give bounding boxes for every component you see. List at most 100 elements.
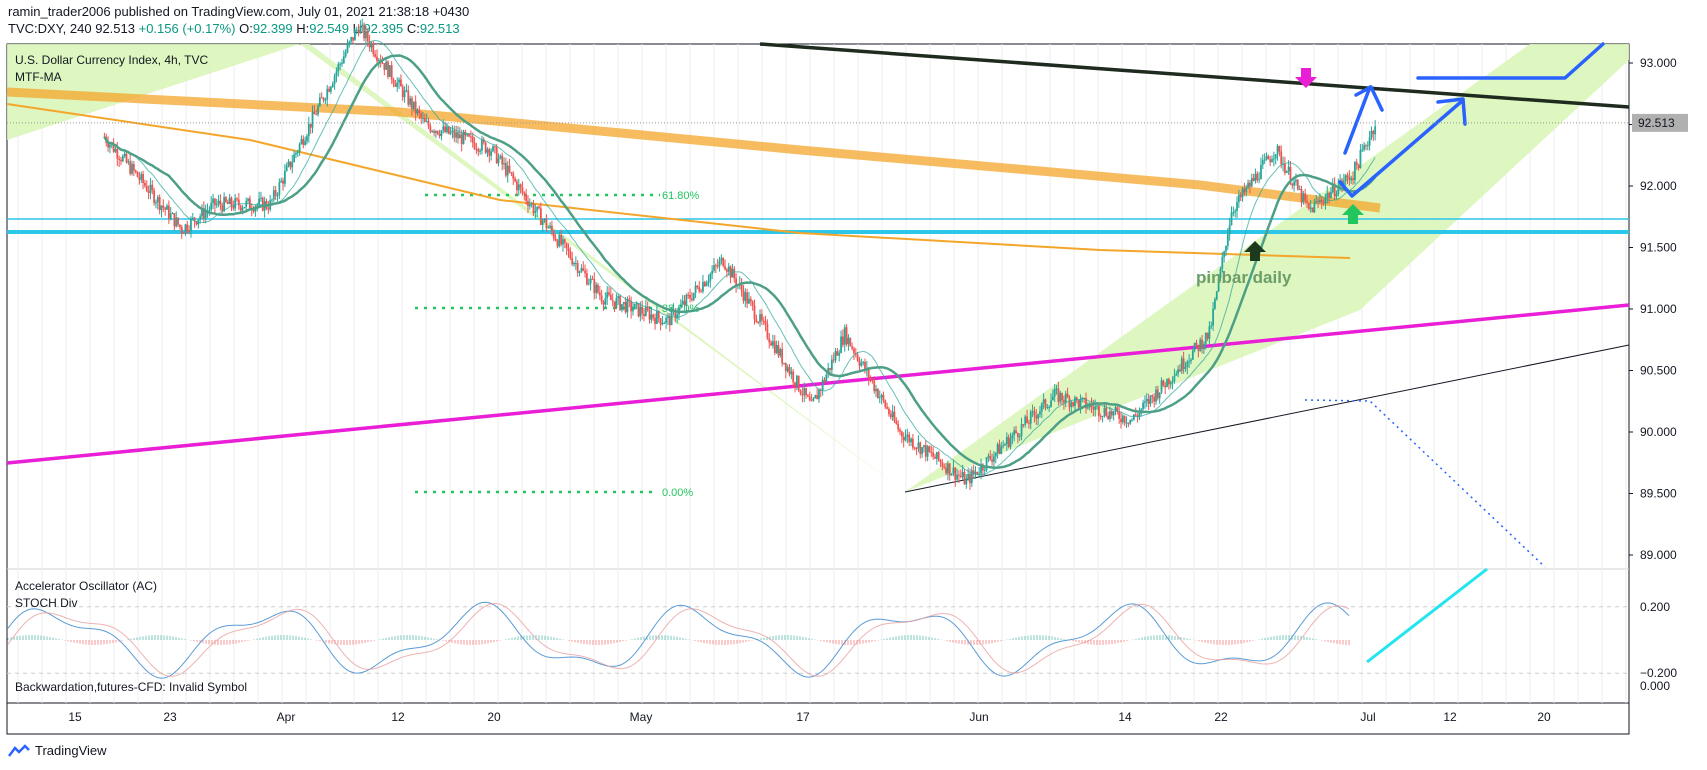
price-chart[interactable]: 61.80% 38.20% 0.00% pinbar daily 93.000 9… [0,0,1707,740]
candle-body [431,131,434,133]
time-tick-label: 20 [1537,710,1551,724]
candle-body [195,221,198,225]
candle-body [1272,158,1275,160]
candle-body [140,174,143,180]
candle-body [440,130,443,136]
candle-body [186,224,189,231]
candle-body [744,292,747,301]
candle-body [145,185,148,192]
candle-body [1085,398,1087,409]
time-tick-label: 12 [1443,710,1457,724]
candle-body [121,156,124,162]
candle-body [1142,402,1144,409]
candle-body [355,29,358,31]
candle-body [567,248,570,251]
candle-body [663,322,666,324]
candle-body [1074,397,1076,406]
candle-body [969,473,971,484]
candle-body [921,447,923,455]
candle-body [495,147,498,164]
candle-body [313,111,316,115]
candle-body [433,131,435,133]
candle-body [1101,415,1104,417]
candle-body [683,300,686,305]
candle-body [551,225,553,232]
candle-body [860,363,863,366]
candle-body [1070,402,1073,408]
candle-body [810,400,813,402]
candle-body [1114,407,1117,412]
candle-body [462,131,465,145]
annotations: pinbar daily [1196,42,1605,287]
candle-body [869,378,872,380]
candle-body [444,126,447,132]
candle-body [342,56,345,64]
fib-0-label: 0.00% [662,487,693,499]
price-axis: 93.00092.50092.00091.50091.00090.50090.0… [7,56,1688,562]
candle-body [626,299,629,313]
candle-body [118,158,121,160]
candle-body [1138,411,1141,417]
candle-body [1359,150,1362,169]
candle-body [285,165,288,171]
time-axis: 15 23 Apr 12 20 May 17 Jun 14 22 Jul 12 20 [68,710,1551,724]
candle-body [1105,407,1108,416]
candle-body [748,298,750,304]
candle-body [252,209,255,212]
candle-body [972,470,975,474]
candle-body [952,467,955,474]
candle-body [851,346,854,349]
candle-body [1212,308,1214,326]
candle-body [650,314,653,320]
candle-body [497,158,500,164]
candle-body [1269,159,1272,163]
candle-body [668,316,671,326]
candle-body [873,381,876,392]
candle-body [120,159,122,162]
candle-body [291,162,294,168]
candle-body [1331,183,1334,193]
candle-body [598,292,601,296]
candle-body [1217,278,1220,292]
price-tick-label: 91.000 [1640,302,1677,316]
candle-body [913,447,916,449]
candle-body [993,456,995,462]
candle-body [878,397,881,399]
candle-body [766,324,769,339]
candle-body [1214,299,1216,309]
candle-body [420,113,423,119]
candle-body [926,446,929,457]
candle-body [617,296,620,299]
candle-body [849,337,852,347]
candle-body [775,345,778,353]
candle-body [1180,358,1183,372]
candle-body [1304,193,1307,201]
candle-body [247,198,249,201]
candle-body [689,294,691,299]
candle-body [149,184,152,193]
candle-body [1096,405,1098,407]
candle-body [1063,400,1065,403]
candle-body [591,278,594,280]
candle-body [829,368,831,370]
candle-body [1002,445,1005,447]
candle-body [1232,212,1235,214]
candle-body [703,282,706,287]
candle-body [516,181,518,191]
candle-body [1230,212,1233,226]
candle-body [425,120,428,122]
candle-body [924,445,927,457]
candle-body [1134,414,1137,416]
candle-body [241,208,244,211]
tradingview-footer[interactable]: TradingView [8,743,107,758]
candle-body [381,62,384,64]
candle-body [899,429,901,432]
time-tick-label: 23 [163,710,177,724]
candle-body [228,197,231,205]
candle-body [385,61,388,70]
candle-body [1374,126,1377,135]
candle-body [652,314,655,318]
candle-body [328,88,330,92]
candle-body [781,348,784,364]
candle-body [539,208,542,225]
